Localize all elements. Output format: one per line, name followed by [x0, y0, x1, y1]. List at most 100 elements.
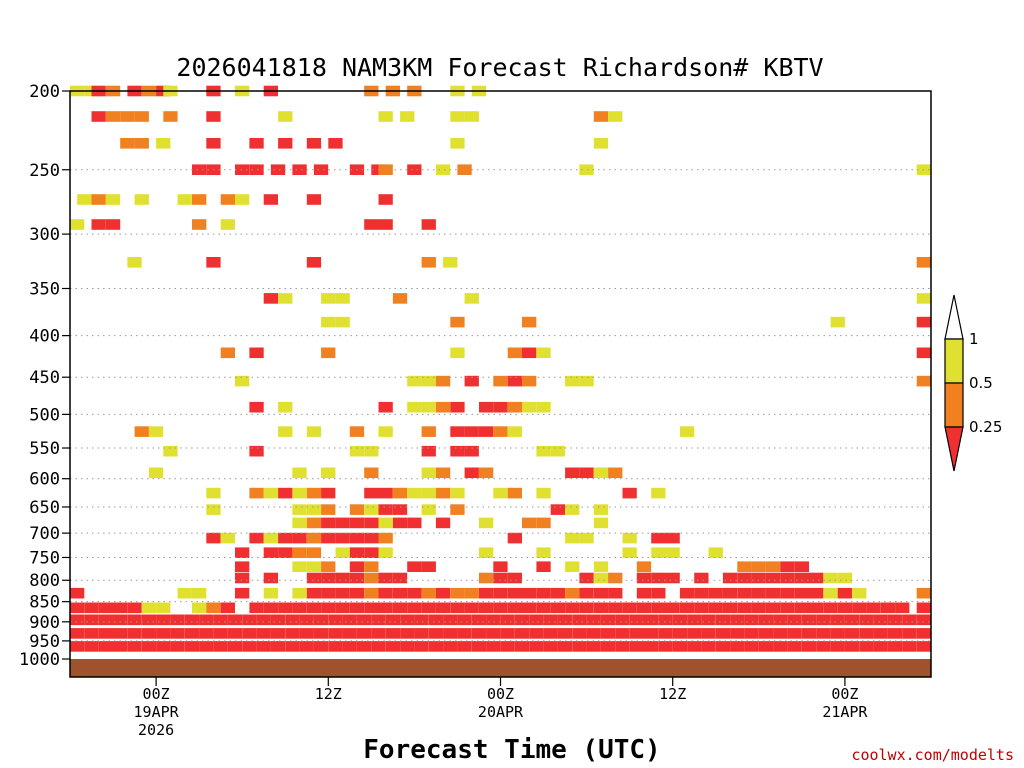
y-tick-label: 200 — [29, 82, 60, 102]
heatmap-cell — [213, 614, 228, 626]
gridlines — [70, 169, 931, 642]
heatmap-cell — [859, 641, 874, 652]
heatmap-cell — [550, 602, 565, 614]
heatmap-cell — [192, 587, 207, 599]
heatmap-cell — [98, 602, 113, 614]
heatmap-cell — [450, 138, 465, 149]
heatmap-cell — [837, 572, 852, 584]
heatmap-cell — [536, 587, 551, 599]
heatmap-cell — [349, 602, 365, 614]
heatmap-cell — [593, 561, 609, 572]
heatmap-cell — [306, 426, 322, 437]
heatmap-cell — [242, 614, 257, 626]
heatmap-cell — [780, 602, 795, 614]
heatmap-cell — [435, 487, 451, 499]
heatmap-cell — [170, 641, 185, 652]
heatmap-cell — [156, 628, 171, 639]
heatmap-cell — [916, 602, 931, 614]
heatmap-cell — [385, 628, 400, 639]
heatmap-cell — [830, 628, 845, 639]
heatmap-cell — [701, 641, 716, 652]
heatmap-cell — [479, 602, 494, 614]
heatmap-cell — [916, 257, 931, 268]
heatmap-cell — [278, 111, 293, 122]
heatmap-cell — [127, 614, 142, 626]
heatmap-cell — [464, 293, 479, 304]
heatmap-cell — [507, 375, 522, 387]
heatmap-cell — [665, 602, 680, 614]
heatmap-cell — [98, 641, 113, 652]
heatmap-cell — [601, 641, 616, 652]
heatmap-cell — [400, 641, 415, 652]
heatmap-cell — [342, 628, 357, 639]
heatmap-cell — [134, 426, 149, 437]
heatmap-cell — [421, 487, 436, 499]
heatmap-cell — [722, 587, 738, 599]
heatmap-cell — [457, 614, 472, 626]
heatmap-cell — [694, 602, 709, 614]
heatmap-cell — [830, 641, 845, 652]
heatmap-cell — [98, 628, 113, 639]
heatmap-cell — [306, 487, 322, 499]
heatmap-cell — [278, 487, 293, 499]
heatmap-cell — [479, 426, 494, 437]
heatmap-cell — [572, 628, 587, 639]
heatmap-cell — [493, 375, 508, 387]
heatmap-cell — [163, 111, 178, 122]
heatmap-cell — [335, 293, 350, 304]
heatmap-cell — [536, 401, 551, 413]
heatmap-cell — [192, 194, 207, 205]
heatmap-cell — [888, 614, 903, 626]
heatmap-cell — [335, 316, 350, 328]
heatmap-cell — [859, 628, 874, 639]
heatmap-cell — [84, 602, 99, 614]
heatmap-cell — [665, 547, 680, 558]
heatmap-cell — [579, 164, 594, 175]
heatmap-cell — [299, 641, 314, 652]
heatmap-cell — [586, 628, 601, 639]
heatmap-cell — [895, 602, 910, 614]
x-tick-label: 12Z — [659, 685, 686, 703]
heatmap-cell — [507, 426, 522, 437]
heatmap-cell — [780, 561, 795, 572]
heatmap-cell — [852, 602, 867, 614]
heatmap-cell — [321, 561, 336, 572]
heatmap-cell — [651, 487, 666, 499]
heatmap-cell — [622, 487, 637, 499]
heatmap-cell — [256, 641, 271, 652]
heatmap-cell — [766, 602, 781, 614]
heatmap-cell — [278, 532, 293, 544]
x-tick-label: 12Z — [315, 685, 342, 703]
heatmap-cell — [249, 487, 264, 499]
heatmap-cell — [263, 293, 278, 304]
heatmap-cell — [543, 628, 558, 639]
heatmap-cell — [306, 547, 322, 558]
heatmap-cell — [378, 532, 393, 544]
heatmap-cell — [565, 602, 580, 614]
heatmap-cell — [378, 426, 393, 437]
heatmap-cell — [823, 572, 838, 584]
heatmap-cell — [672, 641, 687, 652]
heatmap-cell — [916, 316, 931, 328]
heatmap-cell — [220, 194, 235, 205]
heatmap-cell — [830, 614, 845, 626]
heatmap-cell — [486, 614, 501, 626]
heatmap-cell — [708, 547, 723, 558]
heatmap-cell — [342, 641, 357, 652]
heatmap-cell — [687, 641, 702, 652]
heatmap-cell — [902, 614, 917, 626]
heatmap-cell — [758, 628, 774, 639]
heatmap-cell — [507, 602, 522, 614]
heatmap-cell — [328, 138, 343, 149]
heatmap-cell — [156, 138, 171, 149]
heatmap-cell — [263, 532, 278, 544]
heatmap-cell — [593, 138, 609, 149]
heatmap-cell — [579, 467, 594, 479]
heatmap-cell — [493, 561, 508, 572]
heatmap-cell — [715, 628, 731, 639]
heatmap-cell — [321, 293, 336, 304]
heatmap-cell — [206, 504, 221, 515]
heatmap-cell — [565, 504, 580, 515]
heatmap-cell — [306, 532, 322, 544]
heatmap-cell — [536, 487, 551, 499]
